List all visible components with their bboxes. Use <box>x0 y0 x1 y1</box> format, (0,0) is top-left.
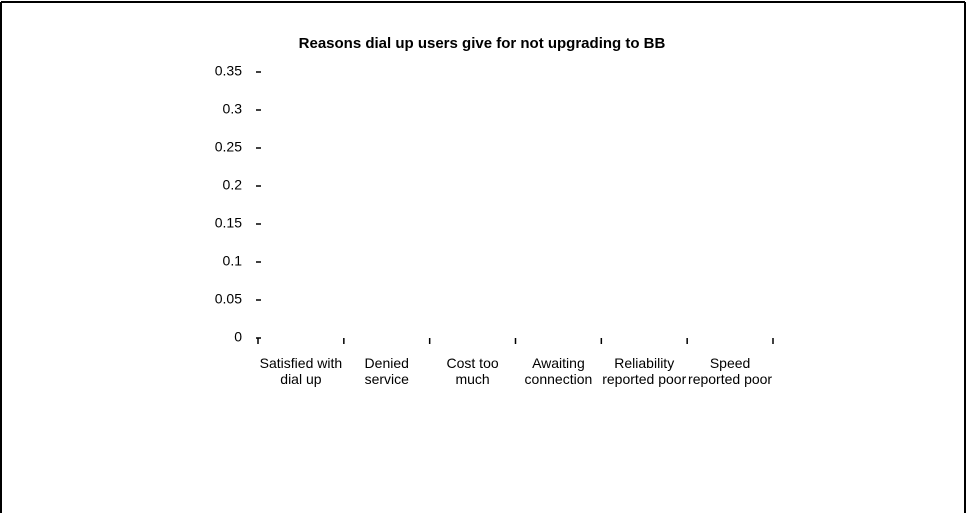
y-tick-label: 0.35 <box>215 63 242 79</box>
x-tick-label: Cost too much <box>446 355 499 387</box>
y-tick-label: 0.3 <box>223 101 243 117</box>
y-tick-label: 0.05 <box>215 291 242 307</box>
x-tick-label: Speed reported poor <box>688 355 773 387</box>
y-tick-label: 0.25 <box>215 139 242 155</box>
x-tick-label: Reliability reported poor <box>602 355 687 387</box>
x-tick-label: Denied service <box>364 355 409 387</box>
y-tick-label: 0.15 <box>215 215 242 231</box>
x-tick-label: Satisfied with dial up <box>259 355 343 387</box>
x-tick-label: Awaiting connection <box>524 355 593 387</box>
chart-title: Reasons dial up users give for not upgra… <box>299 35 666 52</box>
y-tick-label: 0 <box>234 329 242 345</box>
y-tick-label: 0.1 <box>223 253 243 269</box>
y-tick-label: 0.2 <box>223 177 243 193</box>
